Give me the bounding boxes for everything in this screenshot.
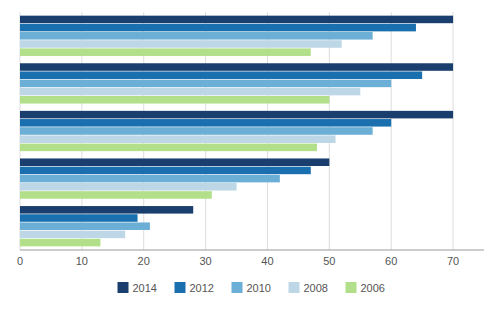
bar xyxy=(20,32,373,40)
bar xyxy=(20,80,391,88)
legend-swatch xyxy=(232,282,243,293)
bar xyxy=(20,144,317,152)
bar xyxy=(20,158,329,166)
legend-swatch xyxy=(118,282,129,293)
tick-label: 0 xyxy=(17,255,23,267)
tick-label: 30 xyxy=(199,255,211,267)
tick-label: 70 xyxy=(447,255,459,267)
legend: 2014 2012 2010 2008 2006 xyxy=(118,282,385,294)
bar xyxy=(20,88,360,96)
legend-label: 2012 xyxy=(190,282,214,294)
bar xyxy=(20,135,336,143)
bar xyxy=(20,175,280,183)
bar xyxy=(20,239,100,247)
legend-swatch xyxy=(175,282,186,293)
grid-line xyxy=(453,12,454,250)
legend-label: 2010 xyxy=(247,282,271,294)
bar xyxy=(20,231,125,239)
bar xyxy=(20,96,329,104)
legend-label: 2008 xyxy=(304,282,328,294)
bar xyxy=(20,111,453,119)
bar xyxy=(20,183,237,191)
legend-label: 2006 xyxy=(361,282,385,294)
legend-swatch xyxy=(289,282,300,293)
bar xyxy=(20,206,193,214)
bars xyxy=(20,16,453,247)
tick-label: 10 xyxy=(76,255,88,267)
bar xyxy=(20,40,342,48)
bar xyxy=(20,63,453,71)
bar xyxy=(20,16,453,24)
x-axis-line xyxy=(20,250,484,251)
bar xyxy=(20,71,422,79)
bar xyxy=(20,214,138,222)
legend-swatch xyxy=(346,282,357,293)
tick-label: 60 xyxy=(385,255,397,267)
bar xyxy=(20,119,391,127)
tick-label: 40 xyxy=(261,255,273,267)
tick-label: 50 xyxy=(323,255,335,267)
bar xyxy=(20,222,150,230)
bar xyxy=(20,48,311,56)
grid-line xyxy=(391,12,392,250)
legend-label: 2014 xyxy=(133,282,157,294)
bar xyxy=(20,167,311,175)
tick-label: 20 xyxy=(138,255,150,267)
bar xyxy=(20,127,373,135)
bar xyxy=(20,24,416,32)
bar xyxy=(20,191,212,199)
chart: 0 10 20 30 40 50 60 70 2014 2012 2010 2008 2006 xyxy=(0,0,504,320)
